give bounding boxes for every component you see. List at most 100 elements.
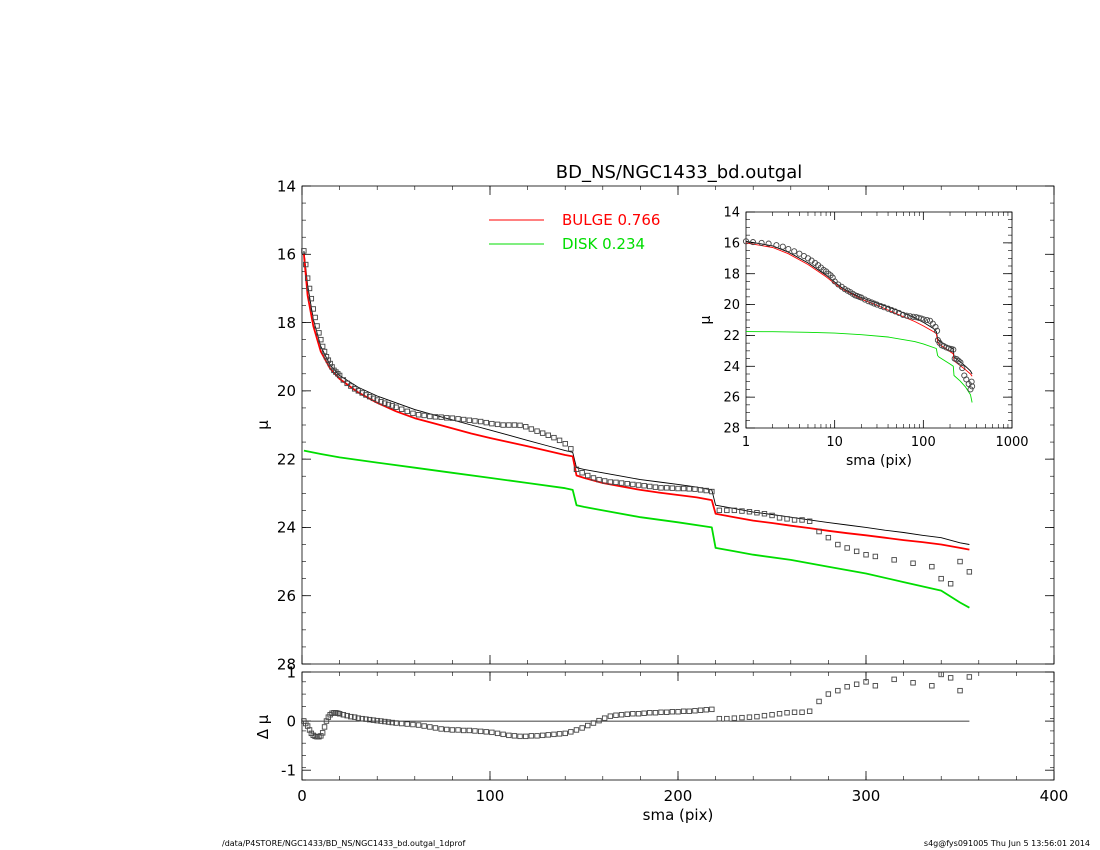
data-point-data	[528, 426, 535, 432]
data-point-data	[539, 430, 546, 436]
y-tick-label: 18	[277, 314, 296, 332]
data-point-data	[321, 348, 328, 355]
inset-data-point	[910, 313, 917, 320]
data-point-data	[769, 512, 775, 519]
residual-point	[494, 730, 501, 737]
residual-point	[731, 715, 738, 721]
data-point-data	[891, 557, 897, 563]
x-tick-label: 0	[297, 787, 307, 805]
data-point-data	[618, 480, 625, 486]
y-tick-label: 14	[723, 206, 740, 221]
data-point-data	[325, 357, 332, 363]
residual-point	[539, 732, 546, 739]
data-point-data	[511, 422, 518, 428]
data-point-data	[477, 418, 484, 425]
inset-data-point	[884, 305, 892, 312]
data-point-data	[489, 420, 495, 427]
residual-point	[460, 727, 467, 734]
inset-data-point	[923, 316, 931, 324]
data-point-data	[601, 478, 608, 484]
data-point-data	[319, 343, 326, 350]
data-point-data	[692, 486, 698, 492]
y-tick-label: 22	[277, 450, 296, 468]
residual-point	[562, 730, 568, 737]
residual-point	[697, 707, 704, 713]
data-point-data	[761, 511, 768, 517]
residual-point	[652, 710, 659, 716]
y-tick-label: 20	[723, 298, 740, 313]
residual-point	[692, 708, 698, 714]
data-point-data	[449, 415, 456, 421]
data-point-data	[460, 416, 467, 423]
residual-point	[853, 681, 860, 687]
data-point-data	[739, 508, 745, 514]
residual-point	[844, 684, 850, 690]
data-point-data	[340, 377, 347, 383]
residual-point	[761, 712, 768, 719]
data-point-data	[784, 516, 790, 522]
residual-point	[506, 732, 512, 739]
data-point-data	[754, 510, 760, 516]
inset-x-tick-label: 100	[911, 435, 936, 450]
inset-data-point	[773, 242, 780, 249]
inset-data-point	[779, 243, 786, 250]
legend: BULGE 0.766 DISK 0.234	[489, 211, 660, 253]
inset-data-point	[877, 302, 884, 310]
residual-point	[344, 712, 350, 719]
x-axis-label: sma (pix)	[643, 806, 714, 824]
y-tick-label: 22	[723, 329, 740, 344]
residual-point	[966, 674, 973, 680]
x-tick-label: 400	[1040, 787, 1069, 805]
data-point-data	[389, 403, 395, 409]
inset-data-point	[968, 378, 975, 385]
residual-point	[630, 711, 636, 717]
inset-data-point	[899, 311, 907, 318]
data-point-data	[658, 485, 664, 491]
data-point-data	[534, 428, 540, 434]
data-point-data	[393, 404, 399, 410]
data-point-data	[556, 437, 563, 444]
data-point-data	[716, 507, 723, 514]
data-point-data	[378, 399, 384, 405]
residual-point	[947, 675, 954, 681]
inset-x-tick-label: 10	[826, 435, 843, 450]
data-point-data	[301, 248, 307, 254]
residual-point	[568, 729, 574, 735]
residual-point	[528, 733, 535, 739]
inset-data-point	[945, 345, 952, 352]
residual-point	[573, 727, 580, 733]
data-point-data	[806, 518, 813, 524]
residual-point	[675, 709, 681, 715]
data-point-data	[697, 487, 704, 493]
data-point-data	[613, 479, 619, 486]
residual-point	[686, 708, 692, 714]
legend-label: DISK 0.234	[562, 235, 645, 253]
residual-point	[404, 721, 410, 727]
data-point-data	[835, 541, 841, 548]
y-axis-label: μ	[254, 420, 272, 430]
residual-point	[489, 729, 495, 736]
data-point-data	[316, 330, 322, 336]
inset-data-point	[868, 299, 875, 306]
x-tick-label: 200	[664, 787, 693, 805]
y-tick-label: 1	[286, 663, 296, 681]
residual-point	[746, 714, 753, 720]
data-point-data	[312, 314, 318, 321]
data-point-data	[590, 475, 597, 481]
residual-point	[658, 709, 664, 715]
residual-point	[716, 715, 723, 722]
residual-point	[340, 712, 347, 718]
residual-point	[776, 711, 783, 717]
data-point-data	[336, 372, 343, 379]
data-point-data	[310, 306, 316, 312]
data-point-data	[863, 552, 869, 558]
data-point-data	[816, 528, 822, 535]
data-point-data	[568, 446, 574, 452]
residual-point	[370, 717, 377, 723]
residual-point	[477, 728, 484, 735]
data-point-data	[308, 295, 315, 302]
series-line-total	[303, 250, 970, 545]
series-line-disk	[303, 449, 970, 609]
data-point-data	[303, 261, 309, 268]
y-tick-label: 18	[723, 267, 740, 282]
